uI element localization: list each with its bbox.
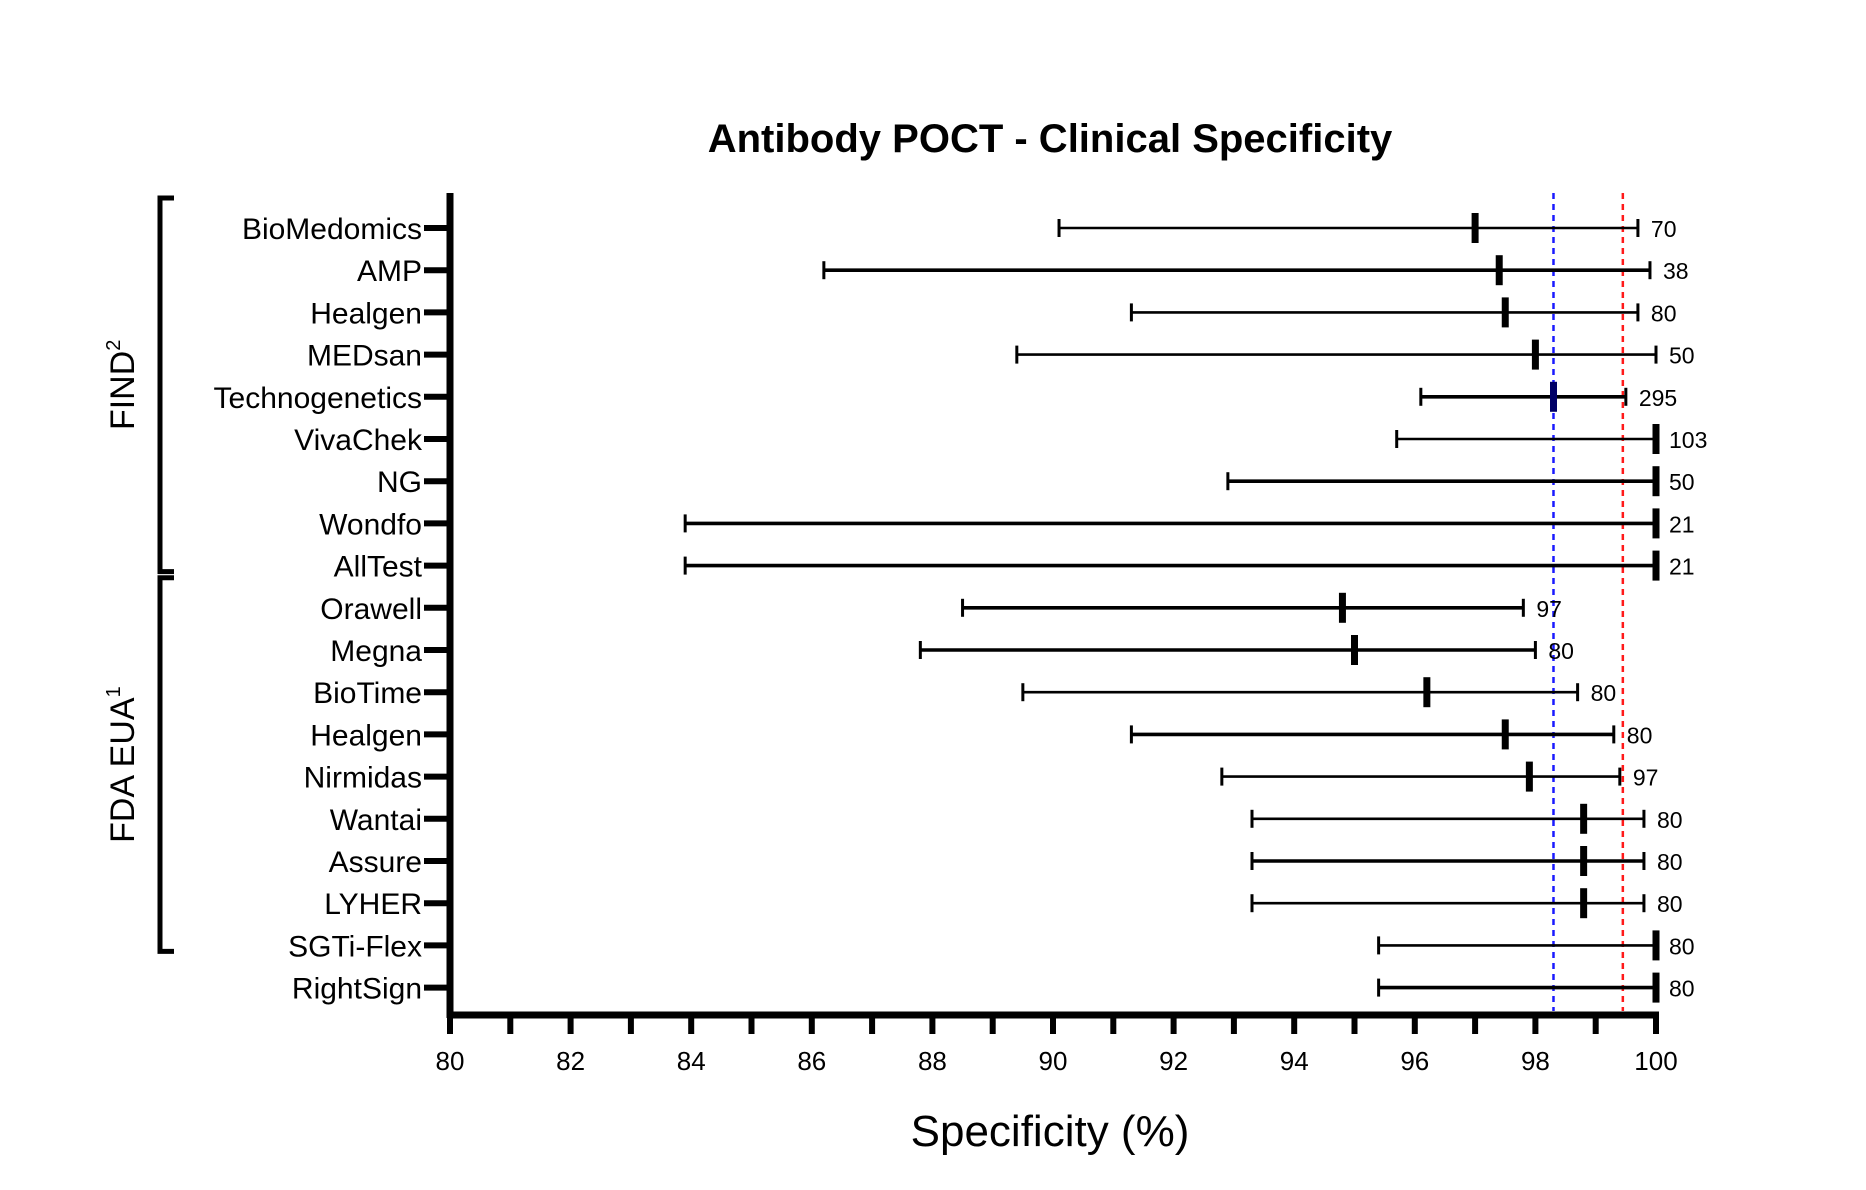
category-label: NG <box>377 466 422 499</box>
x-tick-label: 92 <box>1159 1046 1188 1076</box>
x-tick-label: 86 <box>797 1046 826 1076</box>
chart-title: Antibody POCT - Clinical Specificity <box>708 117 1393 161</box>
sample-size-label: 70 <box>1651 216 1677 242</box>
sample-size-label: 295 <box>1639 385 1677 411</box>
x-tick-label: 80 <box>436 1046 465 1076</box>
x-tick-label: 84 <box>677 1046 706 1076</box>
category-label: LYHER <box>324 888 422 921</box>
sample-size-label: 80 <box>1669 933 1695 959</box>
category-label: Orawell <box>320 593 422 626</box>
sample-size-label: 80 <box>1591 680 1617 706</box>
sample-size-label: 50 <box>1669 343 1695 369</box>
sample-size-label: 80 <box>1669 976 1695 1002</box>
sample-size-label: 21 <box>1669 511 1695 537</box>
x-tick-label: 96 <box>1400 1046 1429 1076</box>
category-label: BioTime <box>313 677 422 710</box>
category-label: Healgen <box>310 719 422 752</box>
category-label: Assure <box>329 846 422 879</box>
category-label: SGTi-Flex <box>288 930 422 963</box>
x-tick-label: 88 <box>918 1046 947 1076</box>
sample-size-label: 80 <box>1627 722 1653 748</box>
category-label: RightSign <box>292 973 422 1006</box>
sample-size-label: 50 <box>1669 469 1695 495</box>
x-tick-label: 98 <box>1521 1046 1550 1076</box>
x-tick-label: 90 <box>1039 1046 1068 1076</box>
x-tick-label: 82 <box>556 1046 585 1076</box>
sample-size-label: 97 <box>1633 765 1659 791</box>
category-label: Megna <box>330 635 422 668</box>
category-label: VivaChek <box>294 424 423 457</box>
group-label: FDA EUA1 <box>103 686 142 843</box>
category-label: Nirmidas <box>304 762 422 795</box>
category-label: Healgen <box>310 297 422 330</box>
group-bracket <box>157 195 174 575</box>
sample-size-label: 103 <box>1669 427 1707 453</box>
category-label: Wondfo <box>319 508 422 541</box>
sample-size-label: 80 <box>1657 891 1683 917</box>
category-label: Technogenetics <box>214 382 422 415</box>
sample-size-label: 97 <box>1536 596 1562 622</box>
category-label: Wantai <box>330 804 422 837</box>
category-label: BioMedomics <box>242 213 422 246</box>
sample-size-label: 80 <box>1657 807 1683 833</box>
x-tick-label: 94 <box>1280 1046 1309 1076</box>
sample-size-label: 80 <box>1651 300 1677 326</box>
category-label: AMP <box>357 255 422 288</box>
x-tick-label: 100 <box>1634 1046 1677 1076</box>
plot-area: 80 82 84 86 88 90 92 94 96 98 100 BioMedomics 70 AMP 3… <box>103 193 1707 1076</box>
group-label: FIND2 <box>103 340 142 430</box>
sample-size-label: 21 <box>1669 554 1695 580</box>
sample-size-label: 38 <box>1663 258 1689 284</box>
x-axis-title: Specificity (%) <box>911 1107 1190 1156</box>
group-bracket <box>157 575 174 954</box>
category-label: AllTest <box>334 551 423 584</box>
sample-size-label: 80 <box>1657 849 1683 875</box>
category-label: MEDsan <box>307 340 422 373</box>
sample-size-label: 80 <box>1548 638 1574 664</box>
